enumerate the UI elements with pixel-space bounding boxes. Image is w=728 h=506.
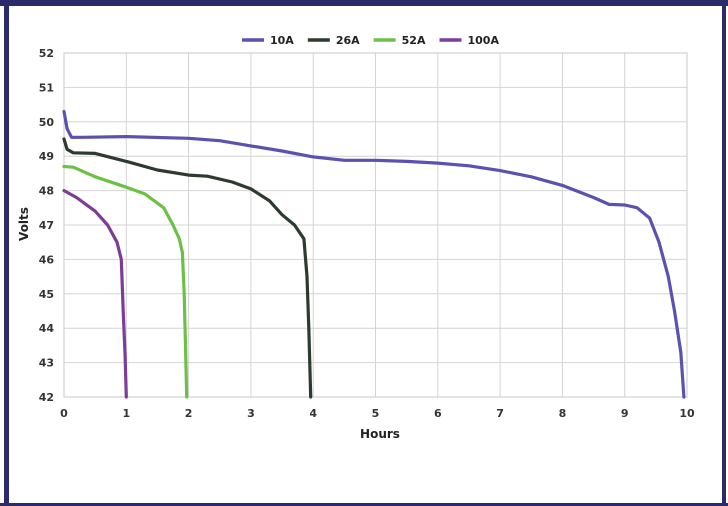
y-tick-label: 48 [39, 185, 54, 198]
x-tick-label: 2 [185, 407, 193, 420]
x-axis-ticks: 0 1 2 3 4 5 6 7 8 9 10 [60, 407, 695, 420]
x-tick-label: 10 [679, 407, 695, 420]
grid [63, 52, 688, 398]
x-tick-label: 0 [60, 407, 68, 420]
y-tick-label: 50 [39, 116, 55, 129]
series-line-52a [62, 164, 189, 399]
y-tick-label: 49 [39, 150, 54, 163]
y-axis-ticks: 52 51 50 49 48 47 46 45 44 43 42 [39, 47, 55, 404]
x-axis-title: Hours [360, 427, 400, 441]
plot-area [63, 52, 688, 398]
legend-label-100a: 100A [467, 34, 499, 47]
series-line-100a [62, 189, 128, 399]
legend-label-10a: 10A [270, 34, 294, 47]
y-tick-label: 51 [39, 81, 54, 94]
frame-left-border [4, 0, 9, 506]
x-tick-label: 7 [496, 407, 504, 420]
x-tick-label: 4 [309, 407, 317, 420]
x-tick-label: 5 [372, 407, 380, 420]
y-axis-title: Volts [17, 207, 31, 241]
y-tick-label: 46 [39, 253, 55, 266]
x-tick-label: 1 [122, 407, 130, 420]
series-lines [62, 109, 686, 399]
frame-bottom-border [0, 503, 728, 506]
series-line-10a [62, 109, 686, 399]
y-tick-label: 43 [39, 357, 54, 370]
x-tick-label: 6 [434, 407, 442, 420]
legend-label-52a: 52A [402, 34, 426, 47]
x-tick-label: 3 [247, 407, 255, 420]
frame-top-border [0, 0, 728, 6]
frame-right-border [722, 0, 726, 506]
series-line-26a [62, 137, 313, 399]
y-tick-label: 52 [39, 47, 54, 60]
y-tick-label: 44 [39, 322, 55, 335]
y-tick-label: 45 [39, 288, 54, 301]
legend: 10A 26A 52A 100A [242, 34, 499, 47]
x-tick-label: 8 [559, 407, 567, 420]
x-tick-label: 9 [621, 407, 629, 420]
y-tick-label: 42 [39, 391, 54, 404]
legend-label-26a: 26A [336, 34, 360, 47]
y-tick-label: 47 [39, 219, 54, 232]
